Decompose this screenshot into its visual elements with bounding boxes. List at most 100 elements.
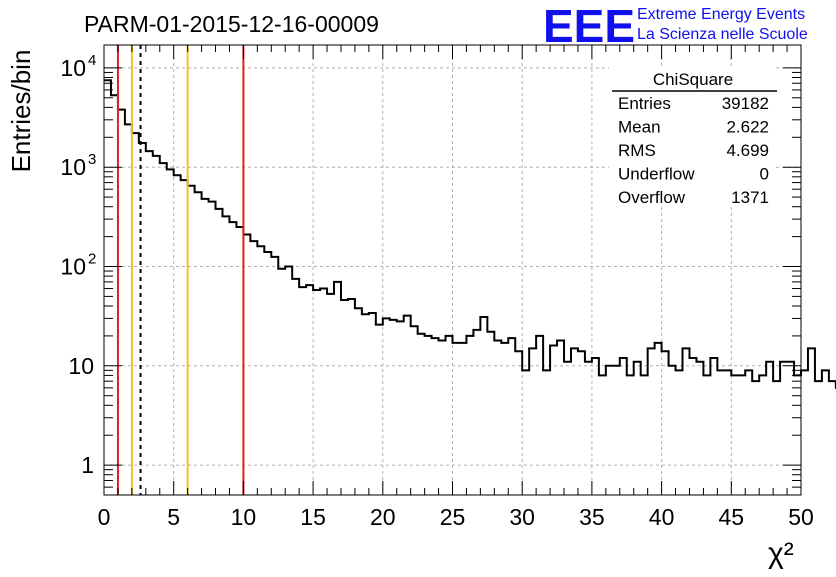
y-tick-label: 10 bbox=[68, 353, 94, 379]
histogram-bin bbox=[355, 308, 362, 495]
y-tick-label: 10 bbox=[60, 55, 86, 81]
y-tick-label: 10 bbox=[60, 253, 86, 279]
histogram-bin bbox=[494, 340, 501, 495]
histogram-bin bbox=[480, 317, 487, 495]
histogram-bin bbox=[313, 290, 320, 495]
histogram-bin bbox=[473, 330, 480, 495]
eee-logo-line2: La Scienza nelle Scuole bbox=[637, 26, 808, 43]
histogram-bin bbox=[592, 358, 599, 495]
stats-label: Overflow bbox=[618, 188, 686, 207]
stats-value: 1371 bbox=[731, 188, 769, 207]
histogram-bin bbox=[160, 163, 167, 495]
histogram-bin bbox=[459, 343, 466, 495]
histogram-bin bbox=[683, 348, 690, 495]
histogram-bin bbox=[627, 375, 634, 495]
histogram-bin bbox=[669, 366, 676, 495]
histogram-bin bbox=[641, 375, 648, 495]
x-tick-label: 20 bbox=[370, 504, 396, 530]
chart-title: PARM-01-2015-12-16-00009 bbox=[84, 11, 379, 37]
x-tick-label: 5 bbox=[167, 504, 180, 530]
histogram-bin bbox=[766, 362, 773, 495]
stats-value: 4.699 bbox=[726, 141, 769, 160]
histogram-bin bbox=[759, 375, 766, 495]
histogram-bin bbox=[439, 340, 446, 495]
histogram-bin bbox=[689, 358, 696, 495]
histogram-bin bbox=[466, 336, 473, 495]
histogram-bin bbox=[174, 175, 181, 495]
histogram-bin bbox=[341, 300, 348, 495]
histogram-bin bbox=[696, 362, 703, 495]
histogram-bin bbox=[278, 269, 285, 495]
histogram-bin bbox=[557, 340, 564, 495]
histogram-bin bbox=[536, 336, 543, 495]
histogram-bin bbox=[362, 314, 369, 495]
histogram-bin bbox=[209, 202, 216, 495]
histogram-bin bbox=[327, 294, 334, 495]
histogram-bin bbox=[390, 320, 397, 495]
x-tick-label: 35 bbox=[579, 504, 605, 530]
y-tick-exponent: 4 bbox=[88, 52, 96, 69]
stats-label: Mean bbox=[618, 118, 661, 137]
histogram-bin bbox=[153, 156, 160, 495]
histogram-bin bbox=[613, 366, 620, 495]
histogram-bin bbox=[564, 362, 571, 495]
histogram-bin bbox=[146, 151, 153, 495]
histogram-bin bbox=[676, 370, 683, 495]
histogram-bin bbox=[745, 370, 752, 495]
histogram-bin bbox=[383, 318, 390, 495]
histogram-bin bbox=[285, 266, 292, 495]
histogram-bin bbox=[487, 332, 494, 495]
histogram-bin bbox=[620, 358, 627, 495]
histogram-bin bbox=[216, 209, 223, 495]
y-tick-exponent: 2 bbox=[88, 250, 96, 267]
histogram-bin bbox=[376, 325, 383, 495]
histogram-bin bbox=[320, 289, 327, 495]
histogram-bin bbox=[808, 348, 815, 495]
histogram-bin bbox=[522, 370, 529, 495]
histogram-bin bbox=[446, 336, 453, 495]
histogram-bin bbox=[738, 375, 745, 495]
stats-value: 39182 bbox=[722, 94, 769, 113]
x-tick-label: 25 bbox=[440, 504, 466, 530]
stats-label: Entries bbox=[618, 94, 671, 113]
histogram-bin bbox=[662, 351, 669, 495]
histogram-bin bbox=[404, 316, 411, 495]
histogram-bin bbox=[599, 375, 606, 495]
histogram-bin bbox=[334, 282, 341, 495]
histogram-bin bbox=[453, 343, 460, 495]
y-tick-label: 10 bbox=[60, 154, 86, 180]
histogram-bin bbox=[236, 227, 243, 495]
histogram-bin bbox=[222, 216, 229, 495]
x-tick-label: 40 bbox=[649, 504, 675, 530]
histogram-bin bbox=[369, 313, 376, 495]
histogram-bin bbox=[606, 366, 613, 495]
histogram-bin bbox=[773, 381, 780, 495]
histogram-bin bbox=[243, 234, 250, 495]
histogram-bin bbox=[731, 375, 738, 495]
histogram-bin bbox=[257, 246, 264, 495]
histogram-bin bbox=[425, 336, 432, 495]
histogram-bin bbox=[195, 192, 202, 495]
histogram-bin bbox=[648, 348, 655, 495]
x-axis-label: χ² bbox=[768, 537, 794, 570]
histogram-bin bbox=[104, 80, 111, 495]
stats-value: 0 bbox=[760, 165, 769, 184]
histogram-bin bbox=[717, 370, 724, 495]
y-tick-label: 1 bbox=[81, 452, 94, 478]
histogram-bin bbox=[306, 285, 313, 495]
histogram-bin bbox=[348, 299, 355, 495]
histogram-bin bbox=[202, 199, 209, 495]
histogram-bin bbox=[585, 362, 592, 495]
y-tick-exponent: 3 bbox=[88, 151, 96, 168]
stats-label: Underflow bbox=[618, 165, 695, 184]
x-tick-label: 50 bbox=[788, 504, 814, 530]
stats-value: 2.622 bbox=[726, 118, 769, 137]
x-tick-label: 15 bbox=[300, 504, 326, 530]
histogram-bin bbox=[125, 124, 132, 495]
histogram-bin bbox=[501, 343, 508, 495]
histogram-bin bbox=[181, 180, 188, 495]
histogram-bin bbox=[829, 381, 836, 495]
